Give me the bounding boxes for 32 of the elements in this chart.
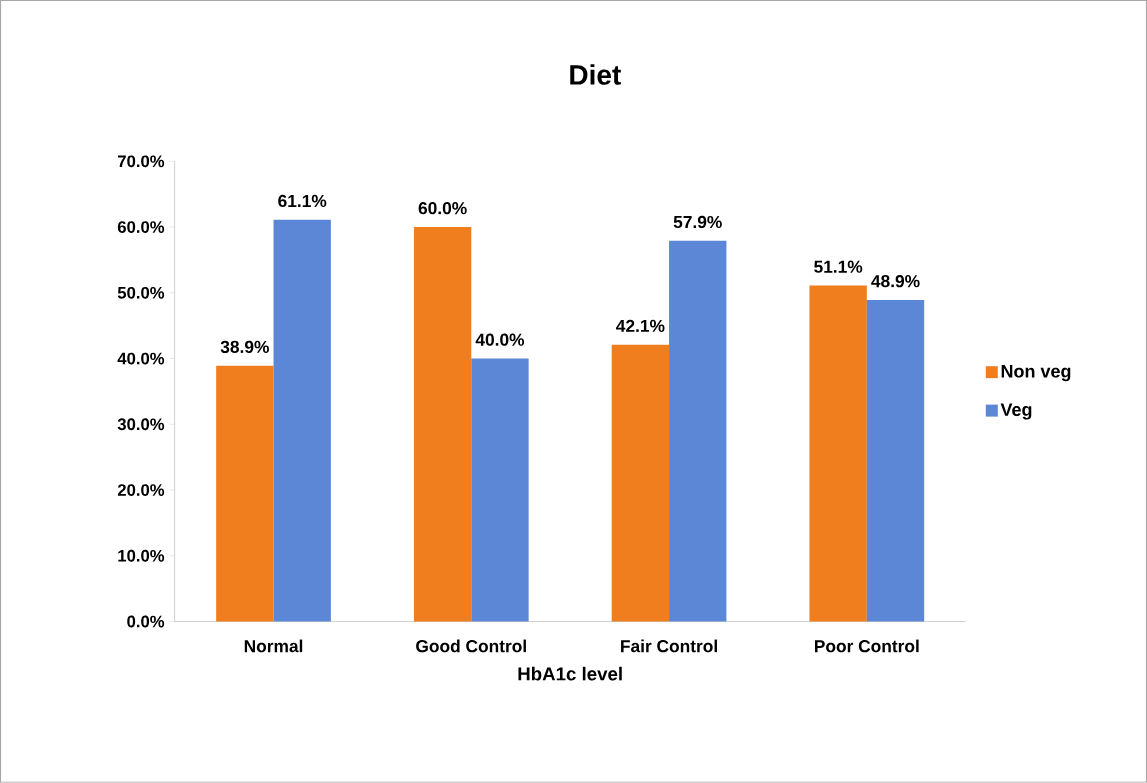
chart-title: Diet (570, 64, 621, 85)
bar (866, 300, 925, 622)
x-tick-label: Poor Control (814, 639, 919, 653)
bar (611, 344, 670, 622)
y-tick-label: 30.0% (117, 418, 165, 431)
y-tick-label: 10.0% (118, 549, 165, 562)
y-tick-label: 50.0% (117, 286, 165, 299)
bar (216, 365, 274, 622)
y-tick-label: 0.0% (127, 615, 165, 628)
bar (809, 285, 867, 622)
x-tick-label: Fair Control (621, 639, 717, 653)
data-label: 60.0% (418, 202, 467, 215)
bar (413, 227, 472, 622)
bar (471, 358, 529, 622)
legend-label: Veg (1000, 403, 1032, 420)
x-axis-title: HbA1c level (518, 666, 622, 681)
data-label: 61.1% (278, 194, 327, 208)
data-label: 51.1% (814, 260, 863, 273)
y-tick-label: 40.0% (117, 352, 165, 365)
bar (273, 219, 331, 622)
y-tick-label: 70.0% (118, 155, 165, 168)
data-label: 57.9% (673, 215, 722, 229)
data-label: 48.9% (871, 275, 920, 288)
x-tick-label: Good Control (416, 639, 526, 653)
x-tick-label: Normal (244, 639, 303, 653)
data-label: 40.0% (475, 333, 525, 346)
y-tick-label: 20.0% (117, 484, 165, 497)
legend-label: Non veg (1001, 365, 1071, 382)
data-label: 42.1% (616, 319, 665, 333)
data-label: 38.9% (220, 340, 269, 354)
bar (669, 240, 727, 622)
y-tick-label: 60.0% (117, 221, 165, 234)
